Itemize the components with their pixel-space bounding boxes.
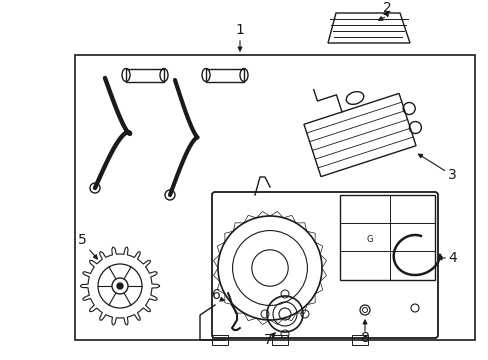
- Circle shape: [117, 283, 123, 289]
- Text: 8: 8: [360, 331, 368, 345]
- Text: 2: 2: [382, 1, 390, 15]
- Text: 6: 6: [211, 288, 220, 302]
- Bar: [351, 335, 367, 345]
- Text: G: G: [366, 235, 372, 244]
- Text: 3: 3: [447, 168, 455, 182]
- Text: 4: 4: [447, 251, 456, 265]
- Bar: [212, 335, 227, 345]
- Text: 7: 7: [263, 333, 272, 347]
- Circle shape: [112, 278, 128, 294]
- Text: 5: 5: [78, 233, 86, 247]
- Bar: [271, 335, 287, 345]
- Bar: [75, 55, 474, 340]
- Bar: [205, 68, 244, 81]
- Polygon shape: [81, 247, 159, 325]
- Bar: [339, 195, 434, 280]
- Text: 1: 1: [235, 23, 244, 37]
- Bar: [126, 68, 163, 81]
